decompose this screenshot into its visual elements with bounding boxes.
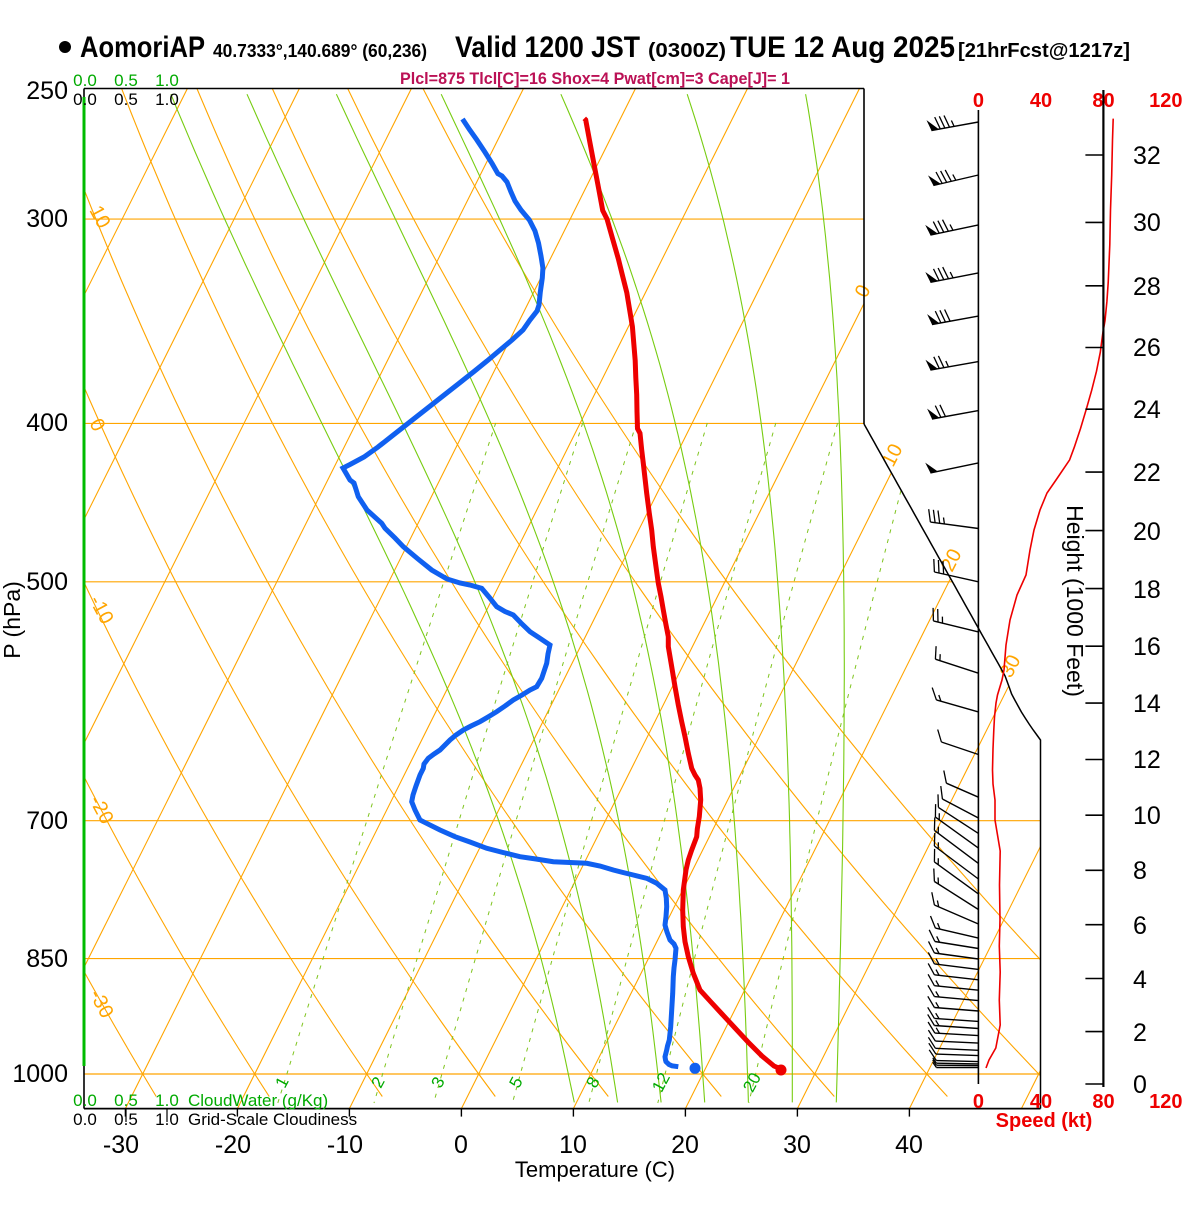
svg-text:0.0: 0.0	[73, 90, 97, 109]
svg-text:0.5: 0.5	[114, 71, 138, 90]
svg-text:-30: -30	[103, 1131, 139, 1159]
svg-text:1.0: 1.0	[155, 71, 179, 90]
svg-text:1.0: 1.0	[155, 90, 179, 109]
svg-text:2: 2	[1133, 1019, 1147, 1047]
svg-text:26: 26	[1133, 334, 1161, 362]
svg-text:Grid-Scale Cloudiness: Grid-Scale Cloudiness	[188, 1110, 357, 1129]
svg-text:30: 30	[783, 1131, 811, 1159]
svg-text:10: 10	[1133, 802, 1161, 830]
svg-text:0: 0	[1133, 1071, 1147, 1099]
svg-text:20: 20	[1133, 518, 1161, 546]
svg-text:250: 250	[26, 77, 68, 105]
svg-text:-10: -10	[327, 1131, 363, 1159]
svg-text:700: 700	[26, 807, 68, 835]
svg-text:28: 28	[1133, 273, 1161, 301]
svg-text:CloudWater (g/Kg): CloudWater (g/Kg)	[188, 1091, 328, 1110]
svg-text:14: 14	[1133, 690, 1161, 718]
svg-text:40: 40	[895, 1131, 923, 1159]
svg-text:Speed (kt): Speed (kt)	[996, 1110, 1093, 1132]
svg-text:Valid 1200 JST: Valid 1200 JST	[455, 31, 640, 64]
svg-text:12: 12	[1133, 746, 1161, 774]
svg-text:16: 16	[1133, 633, 1161, 661]
svg-text:Plcl=875 Tlcl[C]=16 Shox=4 Pwa: Plcl=875 Tlcl[C]=16 Shox=4 Pwat[cm]=3 Ca…	[400, 69, 790, 88]
svg-text:4: 4	[1133, 966, 1147, 994]
svg-text:0.0: 0.0	[73, 1110, 97, 1129]
svg-text:0: 0	[454, 1131, 468, 1159]
svg-text:0.0: 0.0	[73, 71, 97, 90]
svg-text:0.0: 0.0	[73, 1091, 97, 1110]
svg-text:6: 6	[1133, 912, 1147, 940]
svg-text:40.7333°,140.689° (60,236): 40.7333°,140.689° (60,236)	[213, 41, 427, 61]
svg-text:Temperature (C): Temperature (C)	[515, 1157, 675, 1182]
svg-text:120: 120	[1149, 1091, 1182, 1113]
svg-text:-20: -20	[215, 1131, 251, 1159]
svg-text:P (hPa): P (hPa)	[0, 581, 25, 659]
svg-text:120: 120	[1149, 90, 1182, 112]
svg-text:[21hrFcst@1217z]: [21hrFcst@1217z]	[958, 40, 1130, 62]
svg-text:AomoriAP: AomoriAP	[80, 31, 205, 64]
svg-text:20: 20	[671, 1131, 699, 1159]
svg-text:(0300Z): (0300Z)	[648, 40, 726, 62]
svg-text:0: 0	[973, 90, 984, 112]
svg-text:8: 8	[1133, 857, 1147, 885]
svg-text:TUE 12 Aug 2025: TUE 12 Aug 2025	[730, 31, 955, 64]
svg-text:80: 80	[1092, 1091, 1114, 1113]
svg-text:22: 22	[1133, 459, 1161, 487]
svg-text:40: 40	[1030, 90, 1052, 112]
svg-text:32: 32	[1133, 142, 1161, 170]
svg-text:18: 18	[1133, 576, 1161, 604]
svg-text:1000: 1000	[12, 1060, 68, 1088]
svg-text:10: 10	[559, 1131, 587, 1159]
svg-text:850: 850	[26, 945, 68, 973]
svg-text:30: 30	[1133, 209, 1161, 237]
svg-text:400: 400	[26, 409, 68, 437]
svg-text:0: 0	[973, 1091, 984, 1113]
svg-text:24: 24	[1133, 396, 1161, 424]
svg-text:1.0: 1.0	[155, 1091, 179, 1110]
svg-text:Height (1000 Feet): Height (1000 Feet)	[1062, 505, 1088, 697]
svg-text:0.5: 0.5	[114, 1091, 138, 1110]
svg-text:0.5: 0.5	[114, 90, 138, 109]
svg-text:300: 300	[26, 205, 68, 233]
svg-text:500: 500	[26, 568, 68, 596]
